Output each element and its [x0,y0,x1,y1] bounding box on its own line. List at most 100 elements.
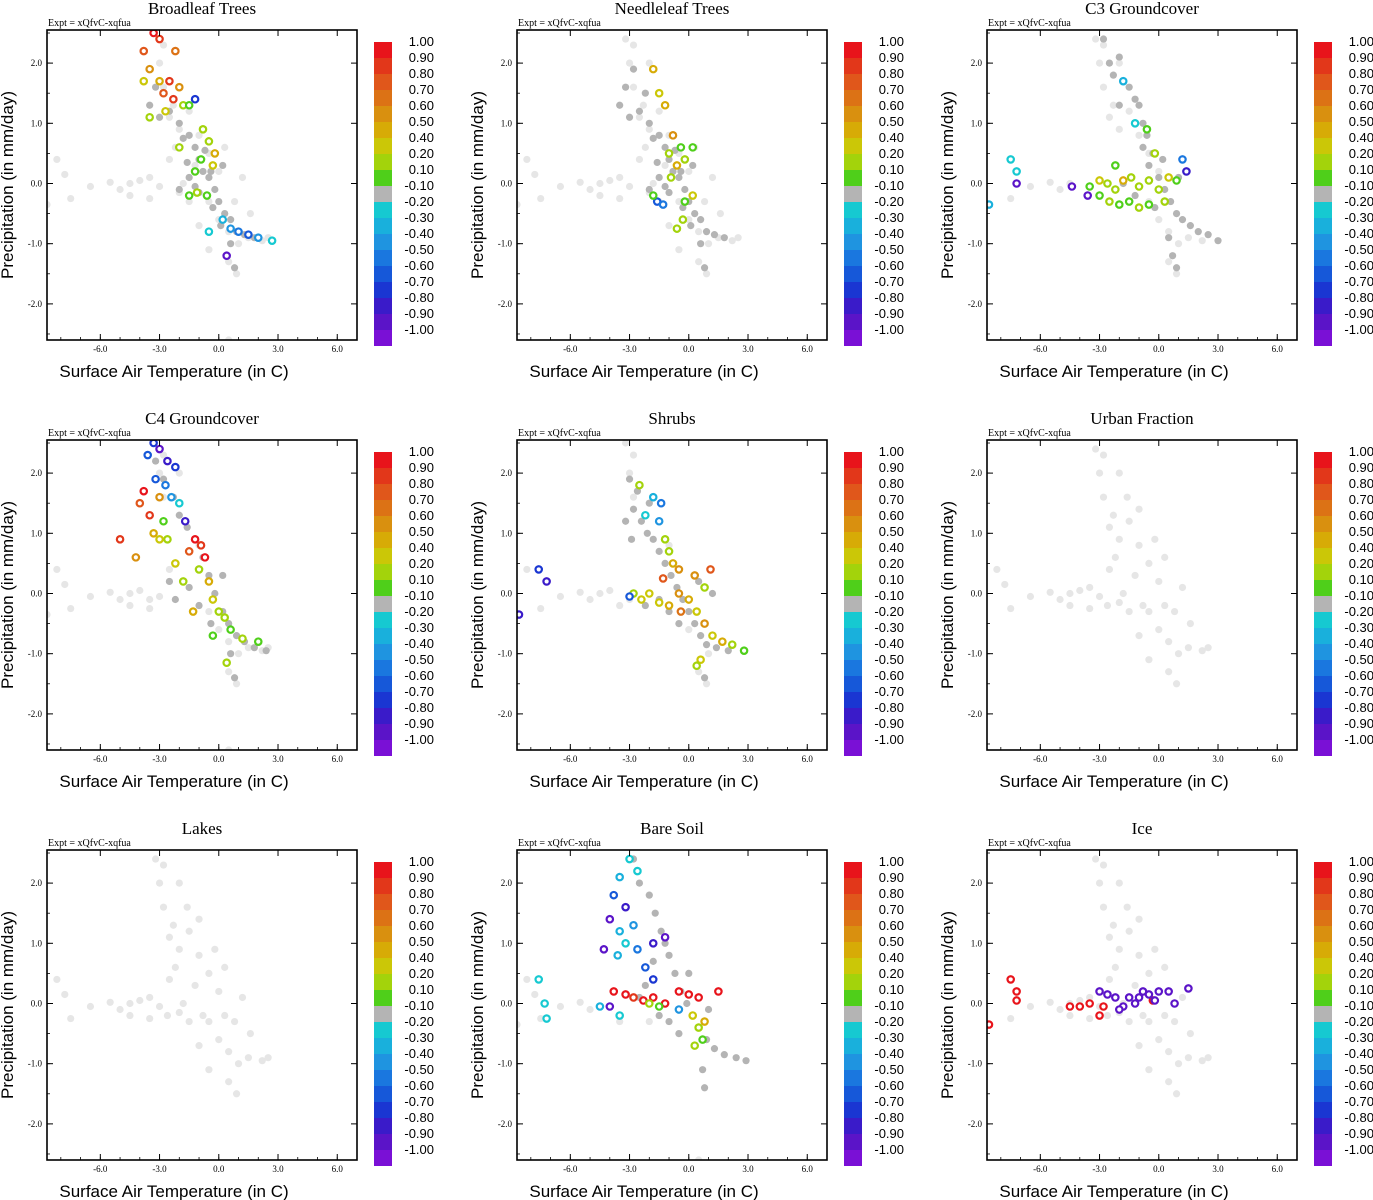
plot-frame [46,439,358,751]
colorbar-swatch [1314,1054,1332,1070]
background-point [244,644,253,652]
colorbar-swatch [844,862,862,878]
background-point [47,200,51,209]
x-tick-label: 6.0 [332,754,344,764]
colored-point [1012,167,1021,176]
colorbar-label: -0.80 [1344,1110,1373,1125]
colored-point [615,872,624,882]
colorbar-swatch [374,74,392,90]
neutral-point [675,1029,683,1038]
colorbar-label: -0.10 [404,998,434,1013]
colored-point [1182,167,1191,176]
colorbar-swatch [844,644,862,660]
colored-point [174,82,184,92]
colored-point [135,498,145,508]
points-layer [47,30,277,340]
colorbar-label: -0.70 [404,274,434,289]
colorbar-label: -1.00 [404,1142,434,1157]
background-point [1184,234,1193,242]
colorbar-label: -0.50 [404,1062,434,1077]
colored-point [637,595,646,604]
background-point [1095,59,1104,67]
colorbar-label: 0.60 [409,98,434,113]
y-tick-label: 0.0 [31,178,43,188]
neutral-point [151,457,160,465]
colorbar-label: -0.70 [404,1094,434,1109]
background-point [106,998,114,1006]
colorbar-swatch [374,1070,392,1086]
neutral-point [697,632,705,640]
background-point [1204,1054,1212,1062]
x-tick-label: -3.0 [152,754,167,764]
colorbar-swatch [374,1038,392,1054]
y-tick-label: -2.0 [968,299,983,309]
colorbar-label: 0.50 [879,114,904,129]
background-point [645,59,653,67]
colorbar: 1.000.900.800.700.600.500.400.200.10-0.1… [844,854,904,1166]
colorbar-swatch [844,676,862,692]
colored-point [987,200,994,209]
y-tick-label: -2.0 [28,299,43,309]
background-point [1086,583,1094,592]
x-axis-label: Surface Air Temperature (in C) [529,362,758,381]
background-point [86,182,95,191]
colored-point [1099,1002,1108,1011]
y-tick-label: -1.0 [968,649,983,659]
background-point [517,200,521,209]
colorbar-label: -0.20 [1344,1014,1373,1029]
background-point [1145,1066,1153,1074]
panel-1: Broadleaf Trees Expt = xQfvC-xqfua -6.0 -3.… [0,0,434,381]
x-tick-label: -6.0 [93,754,108,764]
colorbar-label: -1.00 [404,732,434,747]
colorbar-label: 1.00 [879,444,904,459]
colorbar-label: -1.00 [404,322,434,337]
colored-point [196,541,206,550]
colored-point [714,987,723,996]
colored-point [648,64,658,74]
background-point [1151,535,1159,543]
background-point [47,610,51,619]
colorbar-swatch [374,1150,392,1166]
background-point [629,493,638,501]
background-point [649,179,657,188]
expt-label: Expt = xQfvC-xqfua [48,838,131,849]
colorbar-swatch [374,564,392,580]
colored-point [1114,200,1124,209]
colorbar: 1.000.900.800.700.600.500.400.200.10-0.1… [374,444,434,756]
background-point [159,903,168,911]
colorbar-swatch [844,154,862,170]
colored-point [1111,161,1120,170]
colored-point [1103,990,1112,999]
colored-point [676,143,686,152]
plot-frame [46,29,358,341]
background-point [695,258,703,266]
colored-point [1134,203,1144,212]
background-point [205,1066,213,1074]
points-layer [517,854,750,1160]
colorbar-label: -0.30 [874,210,904,225]
colored-point [155,444,164,454]
colorbar-label: -0.10 [874,588,904,603]
x-tick-label: -3.0 [152,1164,167,1174]
background-point [1174,240,1183,248]
background-point [586,1005,594,1014]
background-point [616,194,624,203]
background-point [1105,523,1114,531]
background-point [86,592,95,601]
neutral-point [645,119,653,127]
colorbar-label: 0.10 [409,162,434,177]
background-point [1204,644,1212,652]
y-axis-label: Precipitation (in mm/day) [468,501,487,689]
colorbar-label: -1.00 [874,732,904,747]
colorbar-label: -0.20 [404,1014,434,1029]
background-point [165,933,174,941]
colored-point [615,1011,624,1020]
colorbar-label: -0.50 [874,1062,904,1077]
colored-point [184,191,194,200]
colorbar-label: 0.80 [1349,886,1373,901]
neutral-point [700,264,709,272]
colored-point [194,565,204,574]
colorbar-swatch [1314,708,1332,724]
colorbar-swatch [1314,122,1332,138]
colored-point [644,999,654,1008]
